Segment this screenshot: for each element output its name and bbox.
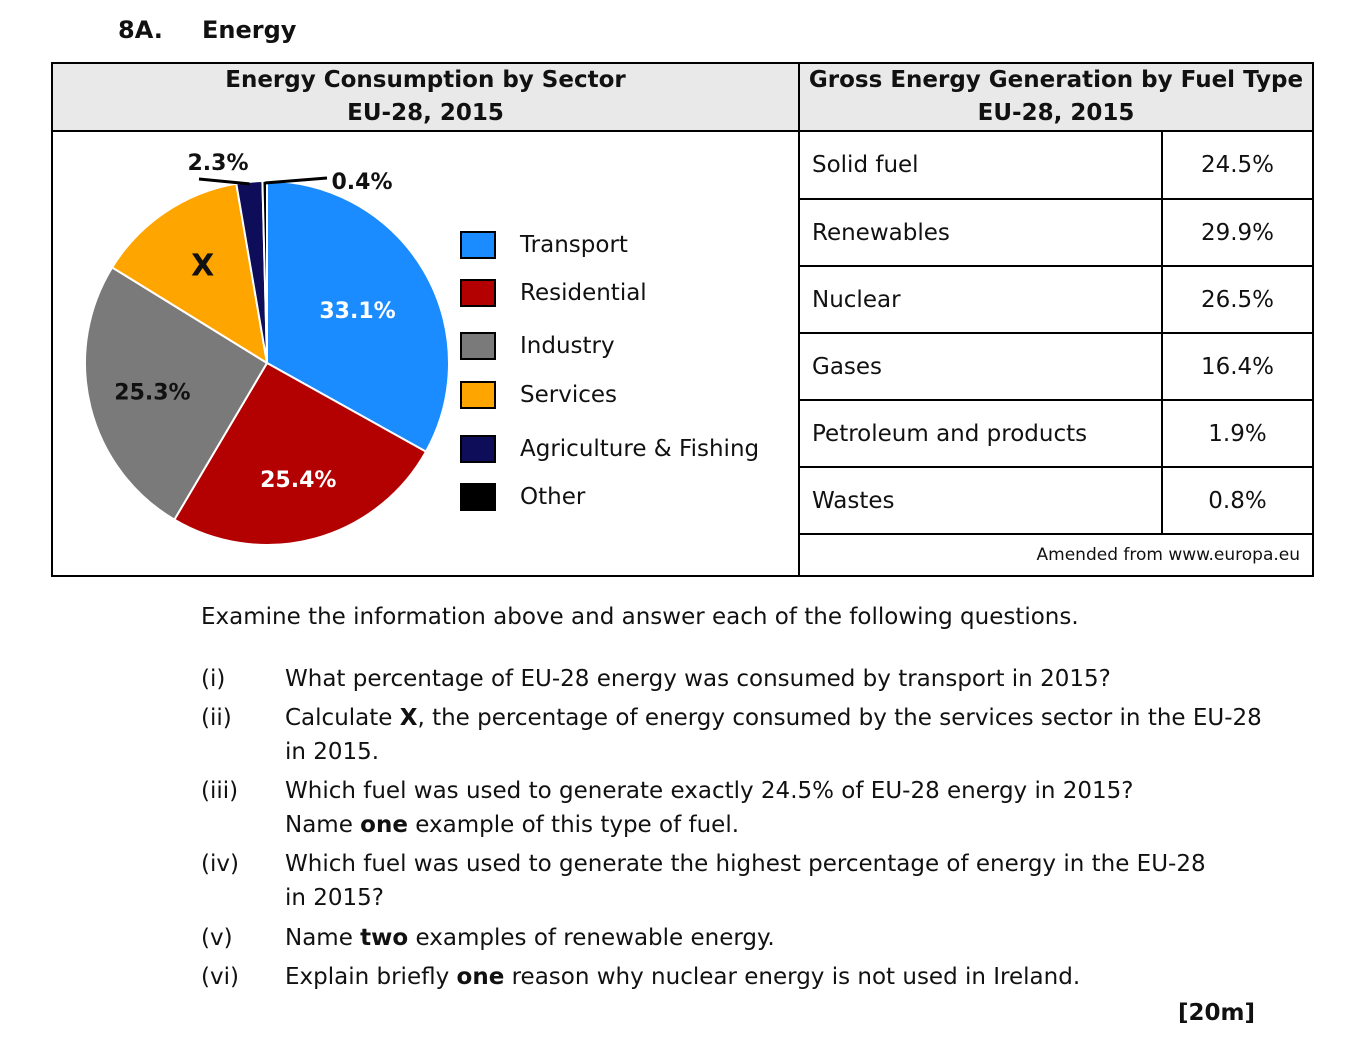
fuel-row: Petroleum and products 1.9% bbox=[800, 400, 1312, 468]
source-credit: Amended from www.europa.eu bbox=[1036, 545, 1300, 565]
legend-label: Industry bbox=[520, 333, 615, 359]
pie-slice bbox=[266, 179, 450, 454]
legend-swatch bbox=[460, 435, 496, 463]
question-text-ii: Calculate X, the percentage of energy co… bbox=[285, 705, 1262, 765]
pie-slice bbox=[110, 182, 269, 366]
legend-label: Services bbox=[520, 382, 617, 408]
fuel-table: Solid fuel 24.5% Renewables 29.9% Nuclear 26.… bbox=[800, 132, 1312, 535]
table-header-line1: Gross Energy Generation by Fuel Type bbox=[808, 67, 1304, 93]
fuel-name: Nuclear bbox=[800, 266, 1163, 334]
fuel-row: Wastes 0.8% bbox=[800, 467, 1312, 535]
question-text-iv: Which fuel was used to generate the high… bbox=[285, 851, 1206, 911]
legend-item: Residential bbox=[460, 277, 647, 309]
pie-slice bbox=[172, 361, 428, 546]
question-number-i: (i) bbox=[201, 666, 226, 692]
chart-header-line2: EU-28, 2015 bbox=[347, 100, 504, 126]
legend-label: Other bbox=[520, 484, 586, 510]
fuel-value: 24.5% bbox=[1162, 132, 1312, 200]
data-frame bbox=[51, 62, 1314, 577]
slice-label: X bbox=[191, 249, 214, 284]
fuel-value: 16.4% bbox=[1162, 333, 1312, 401]
panel-divider bbox=[798, 64, 800, 575]
legend-item: Industry bbox=[460, 330, 615, 362]
fuel-row: Renewables 29.9% bbox=[800, 199, 1312, 267]
legend-item: Agriculture & Fishing bbox=[460, 433, 759, 465]
fuel-name: Petroleum and products bbox=[800, 400, 1163, 468]
leader-line bbox=[264, 176, 328, 185]
question-number-iii: (iii) bbox=[201, 778, 239, 804]
pie-chart: 33.1% 25.4% 25.3% X 2.3% 0.4% bbox=[84, 151, 450, 546]
question-text-v: Name two examples of renewable energy. bbox=[285, 925, 775, 951]
leader-line bbox=[198, 177, 250, 186]
legend-label: Agriculture & Fishing bbox=[520, 436, 760, 462]
legend-swatch bbox=[460, 381, 496, 409]
chart-header-line1: Energy Consumption by Sector bbox=[225, 67, 626, 93]
slice-label: 25.3% bbox=[114, 380, 190, 405]
legend-item: Transport bbox=[460, 229, 628, 261]
legend-item: Other bbox=[460, 481, 585, 513]
question-text-i: What percentage of EU-28 energy was cons… bbox=[285, 666, 1111, 692]
question-text-vi: Explain briefly one reason why nuclear e… bbox=[285, 964, 1081, 990]
legend-swatch bbox=[460, 483, 496, 511]
fuel-name: Renewables bbox=[800, 199, 1163, 267]
table-header-line2: EU-28, 2015 bbox=[977, 100, 1135, 126]
question-number-ii: (ii) bbox=[201, 705, 232, 731]
legend-swatch bbox=[460, 231, 496, 259]
question-number-v: (v) bbox=[201, 925, 233, 951]
legend-swatch bbox=[460, 279, 496, 307]
fuel-row: Solid fuel 24.5% bbox=[800, 132, 1312, 200]
table-header: Gross Energy Generation by Fuel Type EU-… bbox=[800, 64, 1312, 132]
legend-swatch bbox=[460, 332, 496, 360]
fuel-name: Gases bbox=[800, 333, 1163, 401]
marks-label: [20m] bbox=[1178, 1000, 1255, 1026]
slice-label: 0.4% bbox=[331, 170, 392, 195]
fuel-value: 0.8% bbox=[1162, 467, 1312, 535]
legend-item: Services bbox=[460, 379, 617, 411]
legend-label: Residential bbox=[520, 280, 647, 306]
slice-label: 33.1% bbox=[319, 299, 395, 324]
fuel-row: Gases 16.4% bbox=[800, 333, 1312, 401]
slice-label: 25.4% bbox=[260, 468, 336, 493]
pie-slice bbox=[84, 266, 269, 522]
question-number-vi: (vi) bbox=[201, 964, 239, 990]
legend-label: Transport bbox=[520, 232, 628, 258]
fuel-value: 26.5% bbox=[1162, 266, 1312, 334]
question-number-iv: (iv) bbox=[201, 851, 239, 877]
slice-label: 2.3% bbox=[187, 151, 248, 176]
pie-slice bbox=[261, 179, 268, 364]
intro-text: Examine the information above and answer… bbox=[201, 604, 1079, 630]
fuel-name: Solid fuel bbox=[800, 132, 1163, 200]
fuel-value: 1.9% bbox=[1162, 400, 1312, 468]
question-title: Energy bbox=[202, 16, 297, 44]
fuel-value: 29.9% bbox=[1162, 199, 1312, 267]
fuel-name: Wastes bbox=[800, 467, 1163, 535]
fuel-row: Nuclear 26.5% bbox=[800, 266, 1312, 334]
chart-header: Energy Consumption by Sector EU-28, 2015 bbox=[53, 64, 798, 132]
question-number: 8A. bbox=[118, 16, 163, 44]
question-text-iii: Which fuel was used to generate exactly … bbox=[285, 778, 1134, 838]
